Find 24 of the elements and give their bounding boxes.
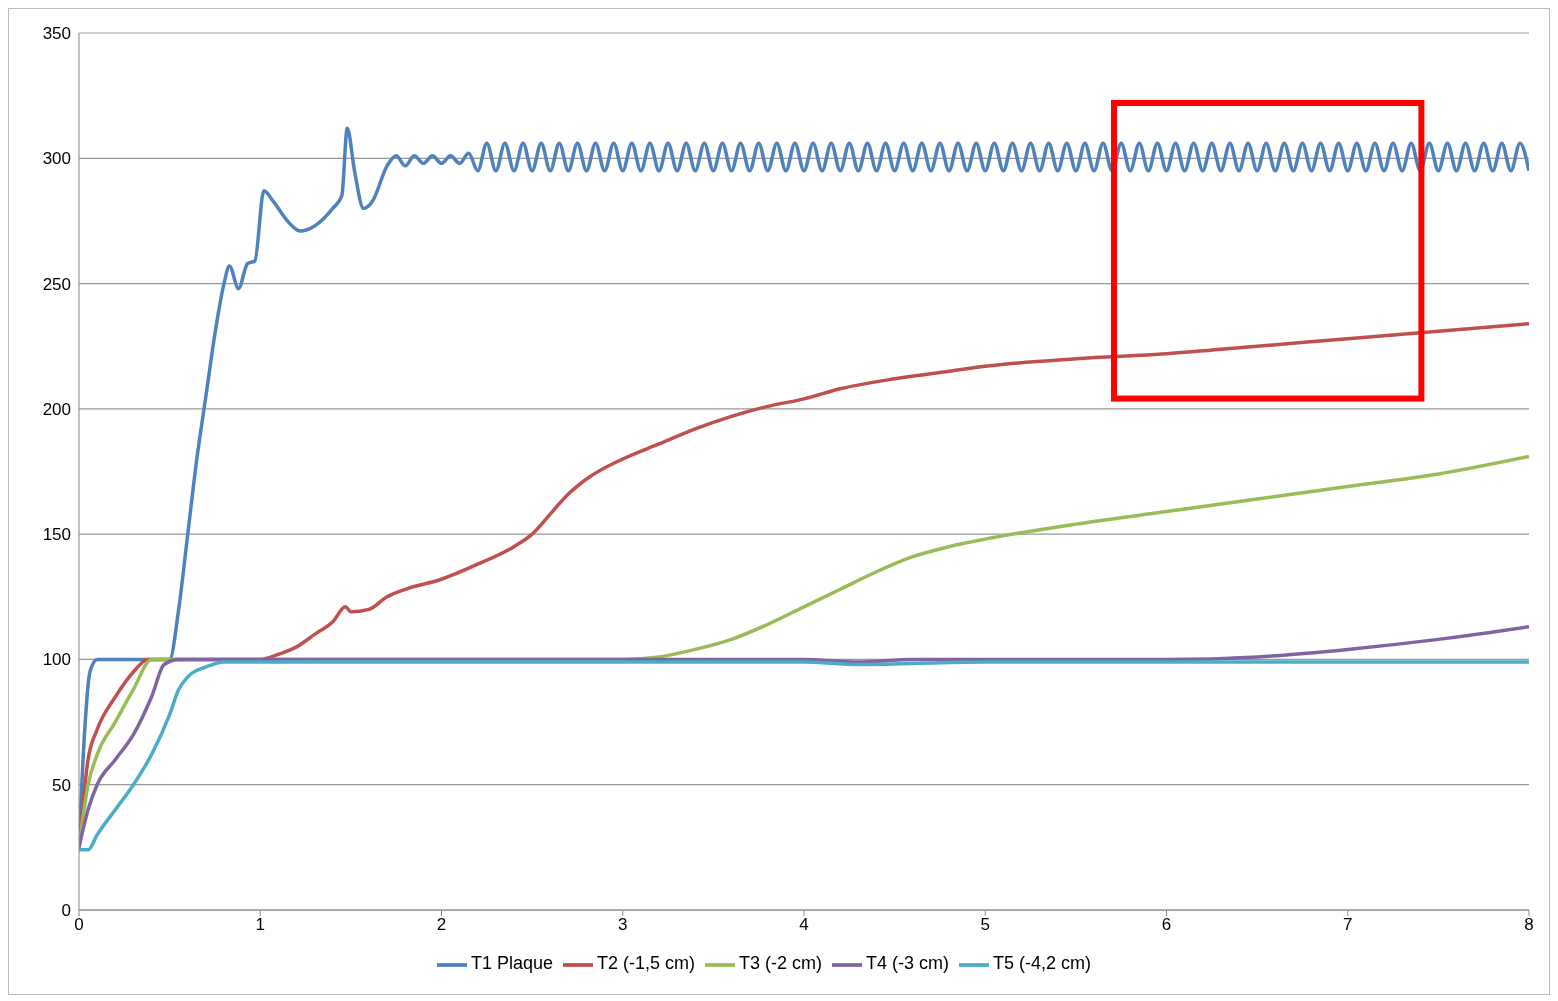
y-tick-label: 200 xyxy=(42,399,71,419)
x-tick-label: 2 xyxy=(436,915,447,935)
legend-label: T2 (-1,5 cm) xyxy=(597,953,696,974)
y-tick-label: 350 xyxy=(42,24,71,44)
y-tick-label: 100 xyxy=(42,650,71,670)
x-tick-label: 0 xyxy=(74,915,84,935)
legend-label: T1 Plaque xyxy=(470,953,554,974)
y-tick-label: 300 xyxy=(42,149,71,169)
x-tick-label: 8 xyxy=(1524,915,1534,935)
line-series xyxy=(79,625,1529,850)
x-tick-label: 3 xyxy=(618,915,628,935)
legend-label: T4 (-3 cm) xyxy=(866,953,950,974)
x-tick-label: 7 xyxy=(1343,915,1353,935)
x-tick-label: 1 xyxy=(255,915,265,935)
y-tick-label: 150 xyxy=(42,525,71,545)
y-tick-label: 250 xyxy=(42,274,71,294)
y-tick-label: 0 xyxy=(61,901,71,921)
x-tick-label: 5 xyxy=(980,915,990,935)
y-tick-label: 50 xyxy=(52,775,71,795)
legend-label: T3 (-2 cm) xyxy=(739,953,823,974)
legend-label: T5 (-4,2 cm) xyxy=(993,953,1092,974)
x-tick-label: 4 xyxy=(799,915,809,935)
x-tick-label: 6 xyxy=(1161,915,1172,935)
line-series xyxy=(79,660,1529,852)
